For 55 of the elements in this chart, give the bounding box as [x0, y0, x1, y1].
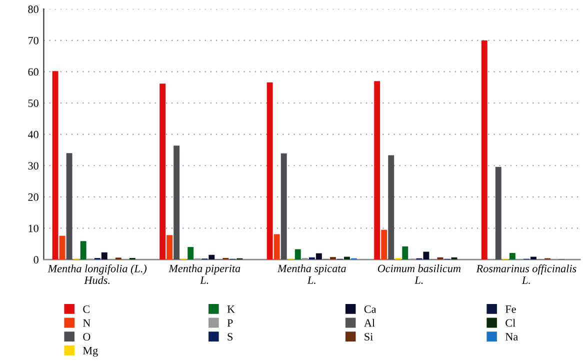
bar [423, 252, 430, 260]
bar [66, 153, 72, 260]
bar [344, 256, 350, 260]
bar [381, 230, 388, 260]
bar [330, 257, 336, 260]
bar [274, 234, 280, 260]
y-tick-label: 10 [28, 224, 38, 232]
bar [160, 84, 166, 260]
legend-label: Ca [364, 305, 376, 313]
bar [374, 81, 380, 260]
legend-label: Mg [82, 346, 98, 357]
bar [294, 249, 301, 260]
legend-label: Na [505, 333, 518, 341]
bar [509, 252, 516, 260]
bar [266, 82, 273, 260]
bar [437, 257, 444, 260]
bar [166, 235, 173, 260]
y-tick-label: 40 [28, 130, 38, 138]
bar [402, 246, 408, 260]
bar [59, 236, 66, 260]
legend-label: O [83, 333, 90, 341]
legend-label: P [227, 319, 233, 327]
x-tick-label: Mentha longifolia (L.) Huds. [48, 264, 147, 284]
legend-label: Cl [506, 318, 516, 327]
y-tick-label: 70 [28, 36, 38, 44]
bar [52, 71, 58, 260]
legend-label: C [83, 305, 90, 313]
x-tick-label: Mentha piperita L. [168, 264, 240, 284]
bar [101, 252, 108, 260]
x-tick-label: Ocimum basilicum L. [378, 264, 461, 284]
bar [495, 166, 502, 260]
y-tick-label: 60 [28, 68, 38, 76]
bar [188, 247, 194, 260]
bar [308, 257, 315, 260]
legend-label: S [228, 333, 232, 341]
y-tick-label: 80 [28, 6, 38, 14]
bar [80, 241, 86, 260]
bar [208, 254, 215, 260]
legend-label: Si [364, 333, 373, 341]
y-tick-label: 30 [28, 162, 38, 170]
legend-label: N [82, 319, 90, 327]
bar [530, 256, 536, 260]
bar [388, 155, 394, 260]
y-tick-label: 20 [28, 193, 38, 201]
legend-label: Al [364, 318, 375, 327]
y-tick-label: 0 [34, 256, 38, 264]
legend-label: Fe [505, 306, 516, 313]
bar [174, 146, 180, 260]
legend-label: K [227, 306, 235, 313]
x-tick-label: Mentha spicata L. [277, 264, 346, 284]
bar [481, 40, 488, 260]
bar [280, 153, 287, 260]
x-tick-label: Rosmarinus officinalis L. [476, 264, 576, 284]
bar [316, 253, 322, 260]
y-tick-label: 50 [28, 99, 38, 107]
